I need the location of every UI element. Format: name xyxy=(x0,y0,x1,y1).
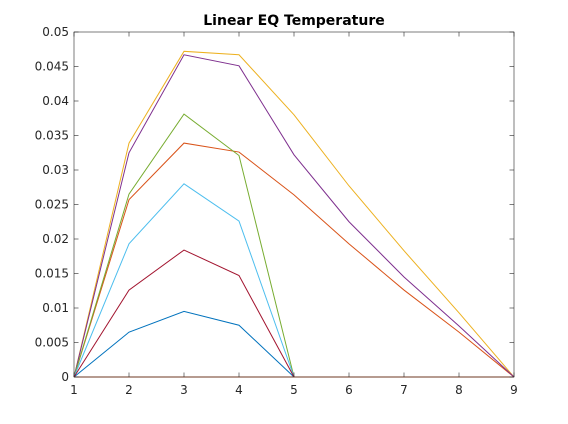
series-line-2 xyxy=(73,142,515,378)
y-tick-label: 0 xyxy=(61,370,69,384)
y-tick-label: 0.02 xyxy=(42,232,69,246)
y-tick-label: 0.035 xyxy=(35,129,69,143)
x-axis-ticks: 1 2 3 4 5 6 7 8 9 xyxy=(70,32,518,397)
x-tick-label: 5 xyxy=(290,383,298,397)
series-line-3 xyxy=(73,50,515,378)
y-tick-label: 0.005 xyxy=(35,336,69,350)
y-tick-label: 0.025 xyxy=(35,198,69,212)
y-tick-label: 0.015 xyxy=(35,267,69,281)
y-tick-label: 0.04 xyxy=(42,94,69,108)
y-tick-label: 0.045 xyxy=(35,60,69,74)
x-tick-label: 1 xyxy=(70,383,78,397)
x-tick-label: 8 xyxy=(455,383,463,397)
x-tick-label: 3 xyxy=(180,383,188,397)
x-tick-label: 4 xyxy=(235,383,243,397)
y-tick-label: 0.03 xyxy=(42,163,69,177)
y-tick-label: 0.05 xyxy=(42,25,69,39)
chart-title: Linear EQ Temperature xyxy=(203,13,384,29)
x-tick-label: 9 xyxy=(510,383,518,397)
x-tick-label: 7 xyxy=(400,383,408,397)
series-line-4 xyxy=(73,54,515,378)
x-tick-label: 6 xyxy=(345,383,353,397)
y-tick-label: 0.01 xyxy=(42,301,69,315)
x-tick-label: 2 xyxy=(125,383,133,397)
y-axis-ticks: 0 0.005 0.01 0.015 0.02 0.025 0.03 0.035 0.04 0.0… xyxy=(35,25,514,384)
